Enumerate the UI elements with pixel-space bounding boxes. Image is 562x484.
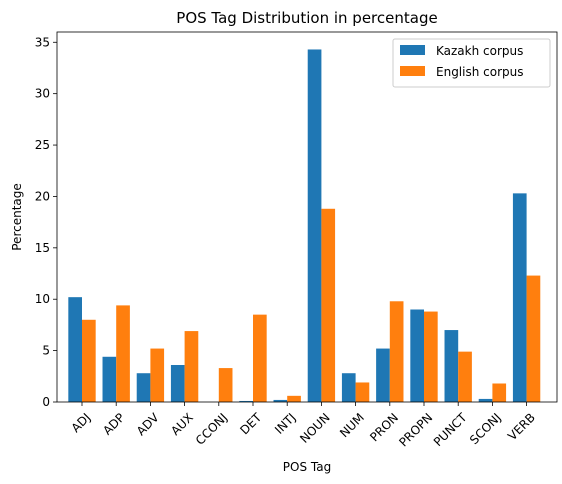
bars-group [68, 49, 541, 402]
plot-area-frame [56, 31, 558, 403]
y-tick-label: 15 [35, 241, 50, 255]
bar-kazakh-noun [307, 49, 322, 402]
bar-english-noun [321, 208, 336, 402]
bar-kazakh-punct [444, 330, 459, 402]
legend-box [392, 38, 551, 88]
bar-kazakh-intj [273, 399, 288, 402]
legend-label-english: English corpus [436, 65, 524, 79]
y-tick-label: 20 [35, 189, 50, 203]
bar-english-pron [389, 301, 404, 402]
bar-kazakh-adv [136, 373, 151, 402]
bar-english-adv [150, 348, 165, 402]
bar-english-verb [526, 275, 541, 402]
chart-title: POS Tag Distribution in percentage [176, 9, 437, 27]
bar-kazakh-sconj [478, 398, 493, 402]
legend: Kazakh corpus English corpus [392, 38, 551, 88]
x-axis-label: POS Tag [283, 460, 331, 474]
bar-kazakh-propn [410, 309, 424, 402]
bar-english-punct [458, 351, 472, 402]
y-tick-label: 25 [35, 138, 50, 152]
y-tick-label: 0 [42, 395, 50, 409]
y-axis-ticks: 0 5 10 15 20 25 30 35 [35, 35, 57, 409]
bar-english-adj [82, 319, 96, 402]
bar-kazakh-det [239, 400, 253, 402]
bar-english-cconj [218, 368, 233, 402]
bar-english-sconj [492, 383, 507, 402]
bar-kazakh-pron [376, 348, 390, 402]
bar-english-adp [116, 305, 130, 402]
legend-swatch-english [400, 66, 425, 76]
legend-swatch-kazakh [400, 45, 425, 55]
bar-english-det [253, 314, 267, 402]
y-tick-label: 35 [35, 35, 50, 49]
y-tick-label: 10 [35, 292, 50, 306]
bar-kazakh-aux [170, 365, 185, 402]
y-tick-label: 30 [35, 87, 50, 101]
bar-kazakh-num [341, 373, 356, 402]
bar-english-aux [184, 331, 199, 402]
legend-label-kazakh: Kazakh corpus [436, 44, 523, 58]
bar-kazakh-adj [68, 297, 82, 402]
bar-english-intj [287, 395, 301, 402]
y-axis-label: Percentage [10, 183, 24, 251]
bar-english-num [355, 382, 370, 402]
bar-english-propn [424, 311, 438, 402]
bar-kazakh-adp [102, 356, 117, 402]
bar-kazakh-verb [512, 193, 527, 402]
y-tick-label: 5 [42, 344, 50, 358]
